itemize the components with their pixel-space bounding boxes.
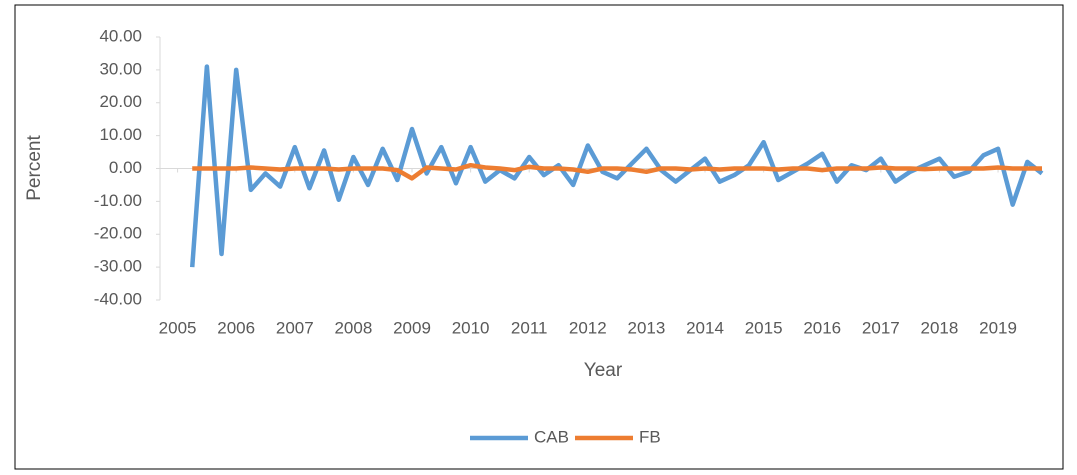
frame (14, 4, 1064, 470)
series-line (192, 162, 1042, 181)
x-tick-label: 2006 (217, 318, 255, 337)
x-tick-label: 2007 (276, 318, 314, 337)
x-tick-label: 2005 (159, 318, 197, 337)
x-tick-label: 2014 (686, 318, 724, 337)
x-tick-label: 2017 (862, 318, 900, 337)
y-tick-label: 10.00 (99, 125, 142, 144)
y-tick-label: -20.00 (94, 224, 142, 243)
x-tick-label: 2016 (803, 318, 841, 337)
x-tick-label: 2011 (511, 318, 548, 337)
series-line (189, 64, 1044, 268)
y-axis-label: Percent (24, 135, 45, 201)
x-tick-label: 2018 (921, 318, 959, 337)
y-tick-label: 0.00 (109, 158, 142, 177)
x-tick-label: 2012 (569, 318, 607, 337)
x-tick-label: 2010 (452, 318, 490, 337)
x-tick-label: 2009 (393, 318, 431, 337)
x-axis-label: Year (584, 360, 623, 381)
y-tick-label: 30.00 (99, 59, 142, 78)
y-tick-label: 20.00 (99, 92, 142, 111)
x-tick-label: 2008 (334, 318, 372, 337)
y-tick-label: -10.00 (94, 191, 142, 210)
x-tick-label: 2019 (979, 318, 1017, 337)
y-tick-label: 40.00 (99, 26, 142, 45)
y-tick-label: -30.00 (94, 257, 142, 276)
legend-label: FB (639, 427, 661, 446)
y-tick-label: -40.00 (94, 289, 142, 308)
x-tick-label: 2013 (628, 318, 666, 337)
legend-label: CAB (534, 427, 569, 446)
x-tick-label: 2015 (745, 318, 783, 337)
